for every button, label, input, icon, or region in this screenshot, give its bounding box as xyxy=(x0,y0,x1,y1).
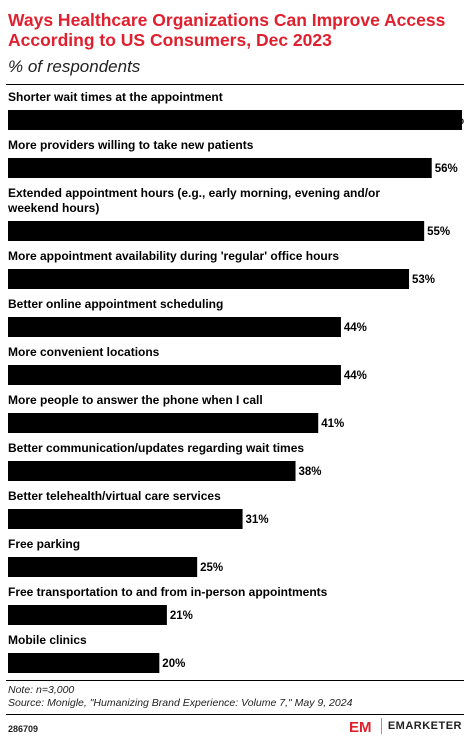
bar xyxy=(8,605,167,625)
bar xyxy=(8,557,198,577)
category-label: More providers willing to take new patie… xyxy=(8,138,254,152)
header-divider xyxy=(6,84,464,85)
bar xyxy=(8,365,341,385)
value-label: 31% xyxy=(246,514,269,526)
category-label: More people to answer the phone when I c… xyxy=(8,393,263,407)
chart-title: Ways Healthcare Organizations Can Improv… xyxy=(8,10,446,50)
chart-subtitle: % of respondents xyxy=(8,57,141,76)
bar xyxy=(8,158,432,178)
value-label: 44% xyxy=(344,322,367,334)
logo-divider xyxy=(380,718,382,734)
value-label: 55% xyxy=(427,226,450,238)
category-label: Better communication/updates regarding w… xyxy=(8,441,304,455)
em-logo-icon: EM xyxy=(349,719,372,734)
value-label: 60% xyxy=(441,115,464,127)
value-label: 44% xyxy=(344,370,367,382)
category-label: Shorter wait times at the appointment xyxy=(8,90,223,104)
bar xyxy=(8,317,341,337)
value-label: 56% xyxy=(435,163,458,175)
bar xyxy=(8,653,160,673)
bar xyxy=(8,461,296,481)
value-label: 53% xyxy=(412,274,435,286)
brand-name: EMARKETER xyxy=(387,720,462,732)
bar xyxy=(8,110,462,130)
chart-id: 286709 xyxy=(8,724,39,734)
bar xyxy=(8,269,410,289)
bar xyxy=(8,509,243,529)
value-label: 38% xyxy=(299,466,322,478)
value-label: 41% xyxy=(321,418,344,430)
footnote-sample: Note: n=3,000 xyxy=(8,684,75,696)
category-label: Mobile clinics xyxy=(8,633,87,647)
category-label: Better online appointment scheduling xyxy=(8,297,223,311)
value-label: 25% xyxy=(200,562,223,574)
category-label: Extended appointment hours (e.g., early … xyxy=(8,186,380,200)
footer-divider xyxy=(6,680,464,681)
bottom-divider xyxy=(6,714,464,715)
bar-chart: Shorter wait times at the appointment 60%… xyxy=(7,90,464,673)
category-label: weekend hours) xyxy=(7,201,99,215)
value-label: 21% xyxy=(170,610,193,622)
category-label: More appointment availability during 're… xyxy=(8,249,339,263)
svg-text:EM: EM xyxy=(349,719,372,734)
footnote-source: Source: Monigle, "Humanizing Brand Exper… xyxy=(8,697,353,709)
bar xyxy=(8,221,425,241)
bar xyxy=(8,413,319,433)
value-label: 20% xyxy=(162,658,185,670)
category-label: Free parking xyxy=(8,537,80,551)
category-label: Better telehealth/virtual care services xyxy=(8,489,221,503)
category-label: Free transportation to and from in-perso… xyxy=(8,585,328,599)
emarketer-logo: EM EMARKETER xyxy=(349,718,462,734)
category-label: More convenient locations xyxy=(8,345,160,359)
